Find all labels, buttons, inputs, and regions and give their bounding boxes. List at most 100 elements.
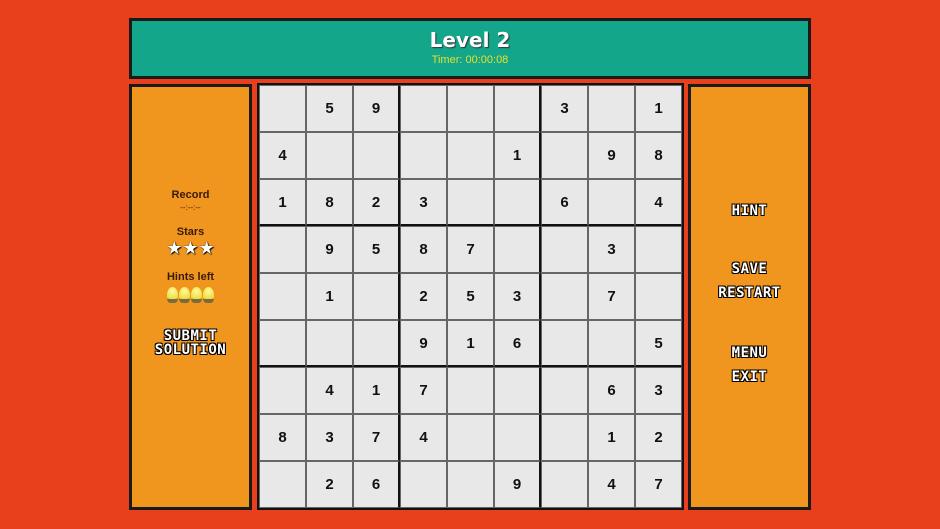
sudoku-cell[interactable]: 3 [541, 85, 588, 132]
sudoku-cell[interactable]: 9 [306, 226, 353, 273]
sudoku-cell[interactable] [306, 320, 353, 367]
star-icon: ★ [182, 238, 199, 259]
sudoku-cell[interactable]: 8 [306, 179, 353, 226]
sudoku-cell[interactable] [447, 414, 494, 461]
sudoku-cell[interactable] [259, 367, 306, 414]
sudoku-cell[interactable]: 4 [306, 367, 353, 414]
sudoku-cell[interactable]: 7 [635, 461, 682, 508]
stars-label: Stars [176, 226, 205, 238]
sudoku-cell[interactable]: 9 [494, 461, 541, 508]
sudoku-cell[interactable] [353, 132, 400, 179]
sudoku-cell[interactable] [400, 85, 447, 132]
sudoku-cell[interactable] [588, 179, 635, 226]
sudoku-cell[interactable] [306, 132, 353, 179]
sudoku-cell[interactable]: 8 [400, 226, 447, 273]
sudoku-cell[interactable]: 4 [588, 461, 635, 508]
sudoku-cell[interactable] [588, 85, 635, 132]
sudoku-cell[interactable] [494, 85, 541, 132]
sudoku-cell[interactable]: 2 [306, 461, 353, 508]
sudoku-cell[interactable]: 4 [400, 414, 447, 461]
level-header: Level 2 Timer: 00:00:08 [129, 18, 811, 79]
sudoku-cell[interactable]: 7 [447, 226, 494, 273]
sudoku-cell[interactable]: 7 [353, 414, 400, 461]
sudoku-cell[interactable]: 7 [400, 367, 447, 414]
sudoku-cell[interactable] [541, 273, 588, 320]
sudoku-cell[interactable] [494, 367, 541, 414]
sudoku-cell[interactable]: 8 [635, 132, 682, 179]
lightbulb-icon [203, 287, 214, 303]
sudoku-cell[interactable]: 9 [400, 320, 447, 367]
sudoku-cell[interactable]: 1 [635, 85, 682, 132]
sudoku-cell[interactable]: 5 [306, 85, 353, 132]
sudoku-cell[interactable]: 2 [400, 273, 447, 320]
sudoku-cell[interactable] [447, 461, 494, 508]
sudoku-cell[interactable]: 7 [588, 273, 635, 320]
save-button[interactable]: SAVE [731, 261, 768, 277]
sudoku-cell[interactable]: 8 [259, 414, 306, 461]
sudoku-cell[interactable] [259, 461, 306, 508]
sudoku-cell[interactable]: 5 [635, 320, 682, 367]
hints-remaining [132, 287, 249, 307]
sudoku-cell[interactable] [541, 461, 588, 508]
sudoku-cell[interactable] [259, 320, 306, 367]
sudoku-cell[interactable] [541, 320, 588, 367]
sudoku-cell[interactable] [635, 273, 682, 320]
sudoku-cell[interactable]: 5 [353, 226, 400, 273]
sudoku-cell[interactable]: 6 [353, 461, 400, 508]
lightbulb-icon [167, 287, 178, 303]
lightbulb-icon [191, 287, 202, 303]
sudoku-cell[interactable] [447, 179, 494, 226]
hint-button[interactable]: HINT [731, 203, 768, 219]
sudoku-cell[interactable] [588, 320, 635, 367]
sudoku-cell[interactable] [635, 226, 682, 273]
right-panel: HINT SAVE RESTART MENU EXIT [688, 84, 811, 510]
sudoku-cell[interactable]: 3 [306, 414, 353, 461]
submit-solution-button[interactable]: SUBMIT SOLUTION [132, 329, 249, 357]
sudoku-cell[interactable]: 4 [635, 179, 682, 226]
sudoku-cell[interactable]: 5 [447, 273, 494, 320]
sudoku-cell[interactable]: 9 [588, 132, 635, 179]
sudoku-cell[interactable] [259, 273, 306, 320]
sudoku-cell[interactable]: 9 [353, 85, 400, 132]
sudoku-cell[interactable]: 1 [494, 132, 541, 179]
sudoku-cell[interactable]: 6 [494, 320, 541, 367]
sudoku-cell[interactable]: 1 [353, 367, 400, 414]
sudoku-cell[interactable] [259, 226, 306, 273]
sudoku-cell[interactable]: 3 [494, 273, 541, 320]
sudoku-cell[interactable]: 6 [541, 179, 588, 226]
sudoku-cell[interactable]: 1 [447, 320, 494, 367]
level-title: Level 2 [429, 28, 511, 52]
sudoku-cell[interactable] [541, 132, 588, 179]
sudoku-cell[interactable] [494, 226, 541, 273]
sudoku-cell[interactable]: 3 [588, 226, 635, 273]
sudoku-cell[interactable] [353, 273, 400, 320]
sudoku-cell[interactable] [259, 85, 306, 132]
lightbulb-icon [179, 287, 190, 303]
sudoku-cell[interactable] [400, 461, 447, 508]
sudoku-cell[interactable] [494, 179, 541, 226]
exit-button[interactable]: EXIT [731, 369, 768, 385]
sudoku-cell[interactable]: 1 [259, 179, 306, 226]
record-label: Record [171, 189, 210, 201]
sudoku-cell[interactable]: 4 [259, 132, 306, 179]
sudoku-cell[interactable]: 3 [400, 179, 447, 226]
sudoku-cell[interactable] [447, 85, 494, 132]
sudoku-cell[interactable] [353, 320, 400, 367]
sudoku-cell[interactable] [541, 367, 588, 414]
sudoku-cell[interactable]: 2 [353, 179, 400, 226]
sudoku-cell[interactable] [400, 132, 447, 179]
sudoku-cell[interactable] [541, 226, 588, 273]
sudoku-cell[interactable] [447, 132, 494, 179]
sudoku-cell[interactable]: 3 [635, 367, 682, 414]
sudoku-cell[interactable]: 1 [306, 273, 353, 320]
sudoku-cell[interactable]: 2 [635, 414, 682, 461]
sudoku-cell[interactable] [447, 367, 494, 414]
star-icon: ★ [198, 238, 215, 259]
restart-button[interactable]: RESTART [718, 285, 781, 301]
sudoku-cell[interactable]: 6 [588, 367, 635, 414]
menu-button[interactable]: MENU [731, 345, 768, 361]
sudoku-cell[interactable]: 1 [588, 414, 635, 461]
sudoku-cell[interactable] [541, 414, 588, 461]
sudoku-cell[interactable] [494, 414, 541, 461]
left-panel: Record --:--:-- Stars ★★★ Hints left SUB… [129, 84, 252, 510]
